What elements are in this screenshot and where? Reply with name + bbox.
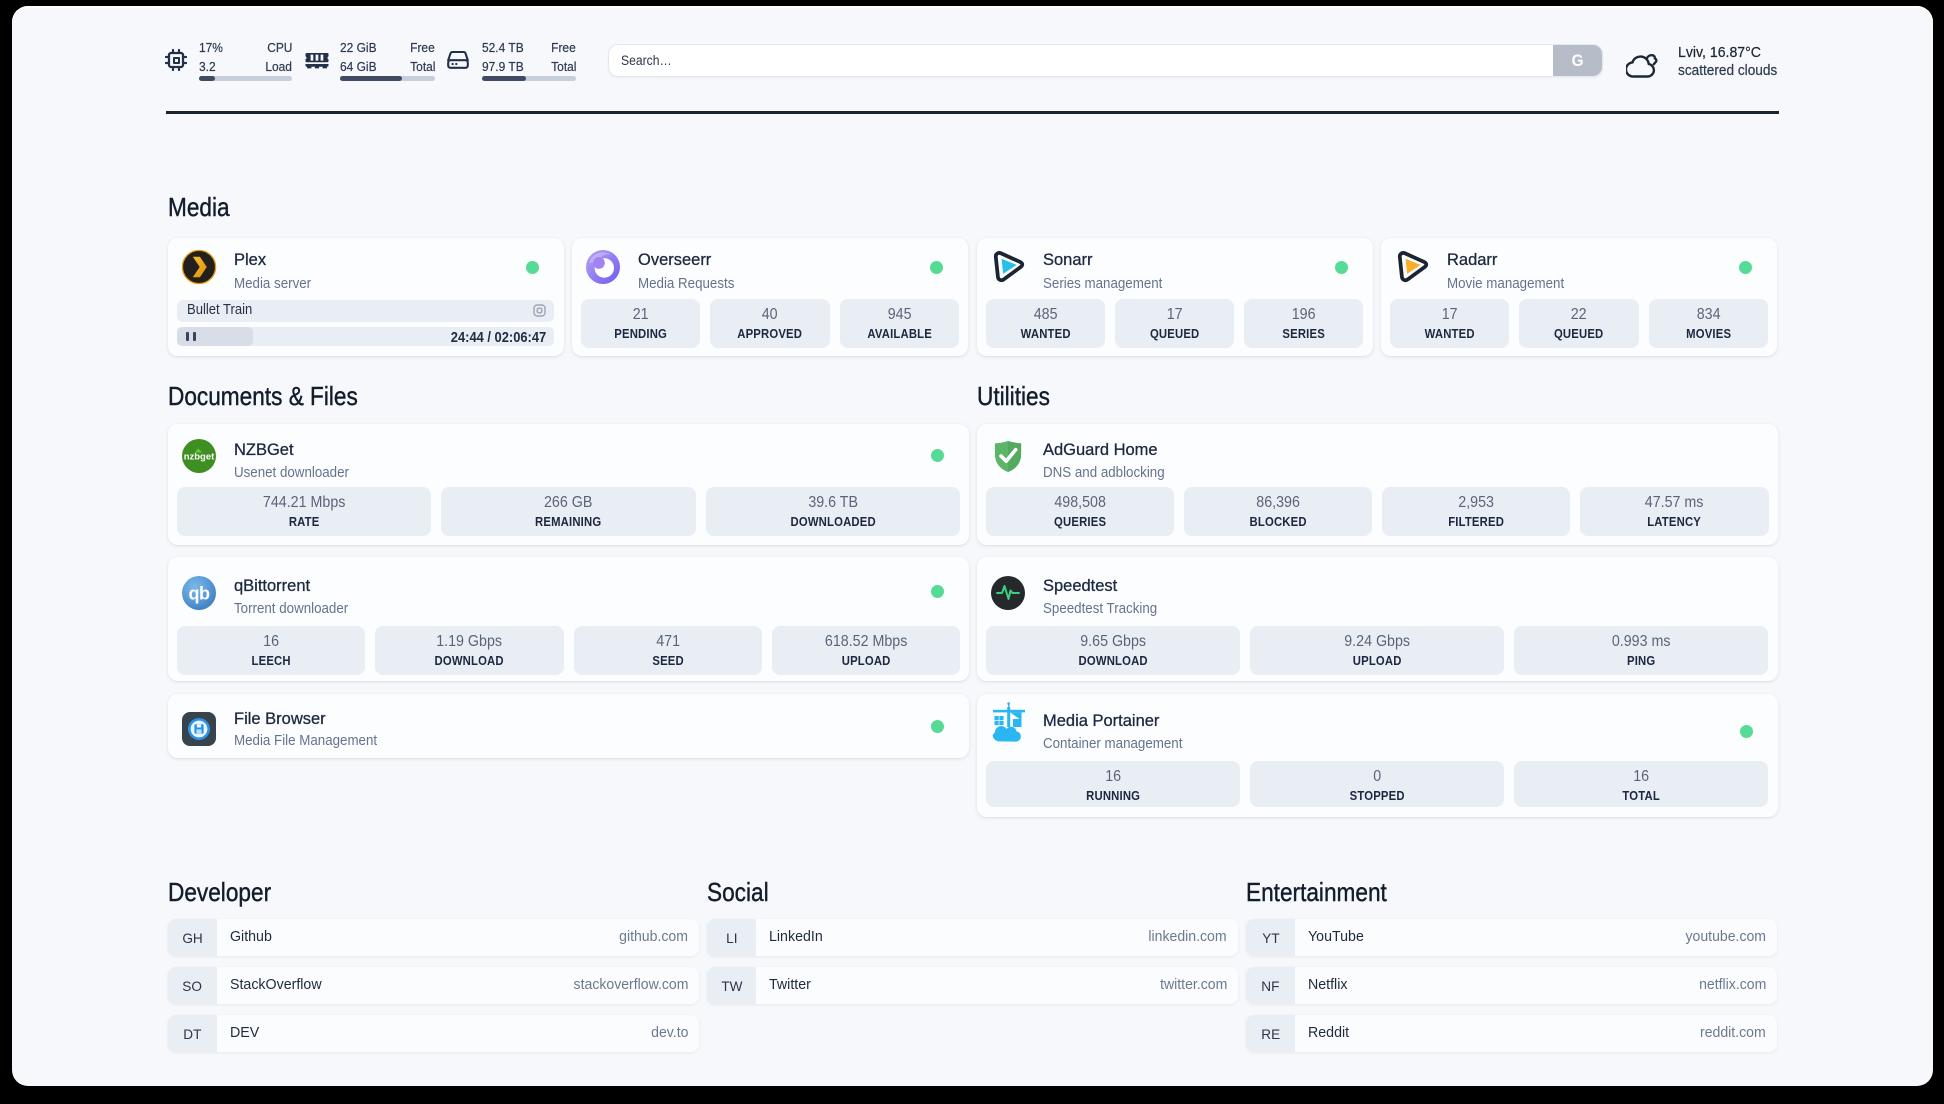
svg-text:nzbget: nzbget (184, 452, 215, 463)
svg-text:qb: qb (189, 584, 210, 604)
